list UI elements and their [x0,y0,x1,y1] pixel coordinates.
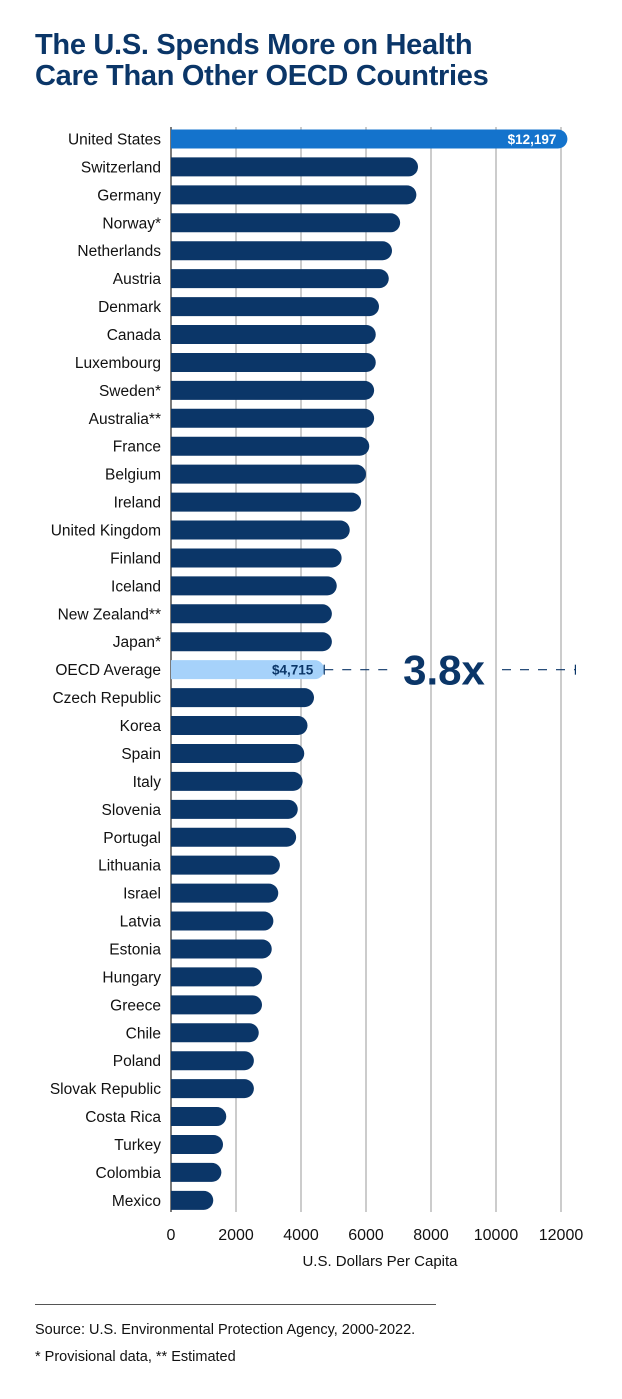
bar-germany [171,185,417,205]
category-label: Finland [110,550,161,567]
category-label: Hungary [102,969,161,986]
category-label: Spain [121,746,161,763]
bar-korea [171,716,308,736]
category-label: Denmark [98,299,161,316]
category-label: Belgium [105,467,161,484]
category-label: Estonia [109,941,161,958]
category-label: Ireland [114,495,161,512]
source-divider [35,1304,436,1305]
data-label: $4,715 [272,663,314,678]
category-label: Australia** [89,411,161,428]
bar-slovak-republic [171,1079,254,1099]
bar-canada [171,325,376,345]
bar-colombia [171,1162,222,1182]
category-label: Switzerland [81,159,161,176]
category-label: Japan* [113,634,161,651]
category-label: Costa Rica [85,1109,161,1126]
bar-turkey [171,1134,223,1154]
bar-iceland [171,576,337,596]
bar-austria [171,269,389,289]
bar-mexico [171,1190,214,1210]
bar-united-kingdom [171,520,350,540]
bar-netherlands [171,241,392,261]
x-tick-label: 6000 [348,1227,384,1244]
x-tick-label: 0 [167,1227,176,1244]
category-label: Norway* [102,215,161,232]
bar-luxembourg [171,352,376,372]
category-label: Austria [113,271,162,288]
data-label: $12,197 [508,132,557,147]
category-label: Germany [97,187,161,204]
bar-france [171,436,370,456]
category-label: Mexico [112,1193,161,1210]
category-label: Portugal [103,830,161,847]
category-label: Poland [113,1053,161,1070]
chart-title: The U.S. Spends More on Health Care Than… [35,30,595,92]
category-label: Israel [123,886,161,903]
x-axis-label: U.S. Dollars Per Capita [302,1253,458,1270]
chart-title-line-1: The U.S. Spends More on Health [35,29,473,61]
category-label: Sweden* [99,383,161,400]
bar-chile [171,1023,259,1043]
category-label: Slovak Republic [50,1081,161,1098]
category-label: Colombia [96,1165,162,1182]
category-label: OECD Average [55,662,161,679]
category-label: Netherlands [77,243,161,260]
bar-oecd-average [171,660,325,680]
bar-ireland [171,492,362,512]
category-label: New Zealand** [58,606,161,623]
bar-costa-rica [171,1107,227,1127]
bar-united-states [171,129,568,149]
bar-japan [171,632,332,652]
bar-spain [171,743,305,763]
x-tick-label: 12000 [539,1227,584,1244]
bar-denmark [171,297,379,317]
category-label: Korea [120,718,162,735]
bar-czech-republic [171,688,314,708]
category-label: Latvia [120,914,162,931]
x-tick-label: 2000 [218,1227,254,1244]
x-tick-label: 10000 [474,1227,519,1244]
bar-portugal [171,827,297,847]
category-label: Greece [110,997,161,1014]
bar-chart: 0 2000 4000 6000 8000 10000 12000 U.S. Dollars … [50,127,584,1270]
bar-lithuania [171,855,280,875]
bar-finland [171,548,342,568]
bar-switzerland [171,157,418,177]
category-label: Iceland [111,578,161,595]
bar-slovenia [171,799,298,819]
category-label: United Kingdom [51,523,161,540]
bar-israel [171,883,279,903]
category-label: Luxembourg [75,355,161,372]
annotation-multiplier: 3.8x [403,647,485,694]
bar-poland [171,1051,254,1071]
category-label: Czech Republic [52,690,161,707]
source-note: Source: U.S. Environmental Protection Ag… [35,1322,416,1338]
category-label: Turkey [114,1137,161,1154]
category-label: Chile [126,1025,161,1042]
category-label: Canada [107,327,162,344]
bar-estonia [171,939,272,959]
category-label: Italy [133,774,162,791]
bar-greece [171,995,262,1015]
footnote: * Provisional data, ** Estimated [35,1349,236,1365]
bar-latvia [171,911,274,931]
x-tick-label: 4000 [283,1227,319,1244]
category-label: Lithuania [98,858,161,875]
bar-australia [171,408,375,428]
bar-italy [171,771,303,791]
bar-hungary [171,967,262,987]
bar-norway [171,213,401,233]
bar-new-zealand [171,604,332,624]
category-label: United States [68,132,161,149]
bar-belgium [171,464,367,484]
category-label: France [113,439,161,456]
x-tick-label: 8000 [413,1227,449,1244]
chart-title-line-2: Care Than Other OECD Countries [35,60,489,92]
bar-sweden [171,380,375,400]
category-label: Slovenia [102,802,162,819]
